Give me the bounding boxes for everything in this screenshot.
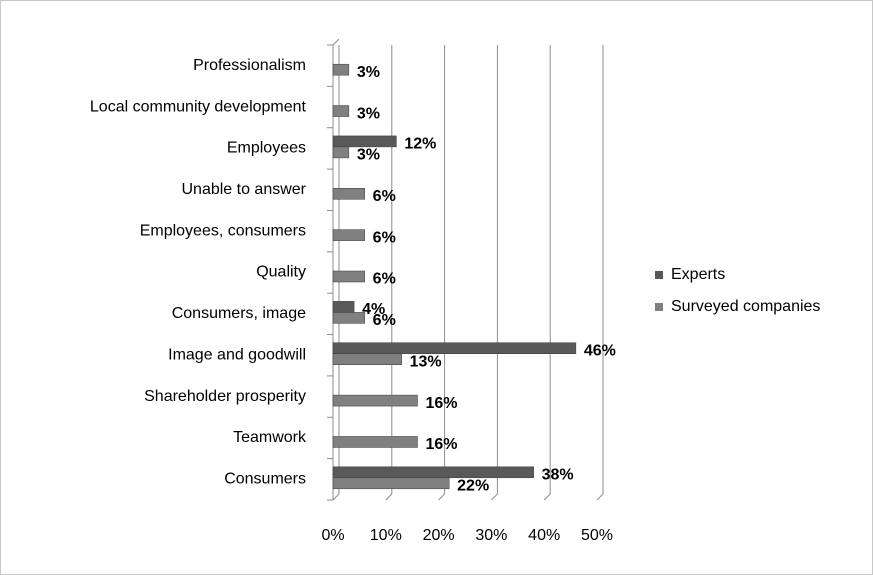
grid-line-depth bbox=[543, 493, 551, 501]
y-tick-label: Local community development bbox=[90, 98, 307, 115]
value-label: 4% bbox=[362, 301, 385, 318]
value-label: 46% bbox=[584, 342, 616, 359]
y-tick-label: Consumers bbox=[224, 471, 306, 488]
bar bbox=[332, 301, 355, 313]
grid-line-depth bbox=[385, 493, 393, 501]
y-tick-label: Employees, consumers bbox=[140, 222, 306, 239]
value-label: 3% bbox=[357, 147, 380, 164]
value-label: 16% bbox=[425, 436, 457, 453]
bar bbox=[332, 466, 534, 479]
legend-label: Surveyed companies bbox=[671, 298, 820, 315]
grid-line-depth bbox=[332, 493, 340, 501]
bar bbox=[332, 312, 365, 324]
bar bbox=[332, 394, 418, 407]
bar bbox=[332, 270, 365, 283]
value-label: 3% bbox=[357, 105, 380, 122]
x-tick-label: 40% bbox=[528, 527, 560, 544]
legend-label: Experts bbox=[671, 266, 725, 283]
y-tick-label: Employees bbox=[227, 140, 306, 157]
value-label: 6% bbox=[373, 229, 396, 246]
value-label: 6% bbox=[373, 188, 396, 205]
y-axis-depth bbox=[332, 38, 340, 46]
value-label: 3% bbox=[357, 64, 380, 81]
y-tick-label: Image and goodwill bbox=[168, 346, 306, 363]
legend-swatch bbox=[655, 303, 663, 311]
x-tick-label: 20% bbox=[423, 527, 455, 544]
bar bbox=[332, 63, 350, 76]
bar bbox=[332, 353, 402, 365]
bar bbox=[332, 135, 397, 148]
x-tick-label: 30% bbox=[475, 527, 507, 544]
bar bbox=[332, 146, 350, 159]
bar bbox=[332, 342, 577, 354]
value-label: 16% bbox=[425, 395, 457, 412]
grid-line-depth bbox=[596, 493, 604, 501]
x-tick-label: 50% bbox=[581, 527, 613, 544]
bar bbox=[332, 105, 350, 117]
legend-swatch bbox=[655, 271, 663, 279]
value-label: 12% bbox=[404, 136, 436, 153]
bar bbox=[332, 477, 450, 490]
bar bbox=[332, 436, 418, 448]
grid-line-depth bbox=[438, 493, 445, 501]
value-label: 6% bbox=[373, 271, 396, 288]
y-tick-label: Shareholder prosperity bbox=[144, 388, 306, 405]
grid-line-depth bbox=[491, 493, 498, 501]
x-tick-label: 0% bbox=[321, 527, 344, 544]
x-tick-label: 10% bbox=[370, 527, 402, 544]
value-label: 22% bbox=[457, 478, 489, 495]
y-tick-label: Consumers, image bbox=[172, 305, 306, 322]
value-label: 13% bbox=[410, 353, 442, 370]
bar bbox=[332, 229, 365, 241]
value-label: 38% bbox=[542, 467, 574, 484]
y-tick-label: Unable to answer bbox=[181, 181, 306, 198]
y-tick-label: Professionalism bbox=[193, 57, 306, 74]
y-tick-label: Quality bbox=[256, 264, 306, 281]
y-tick-label: Teamwork bbox=[233, 429, 307, 446]
bar bbox=[332, 188, 365, 200]
value-label: 6% bbox=[373, 312, 396, 329]
